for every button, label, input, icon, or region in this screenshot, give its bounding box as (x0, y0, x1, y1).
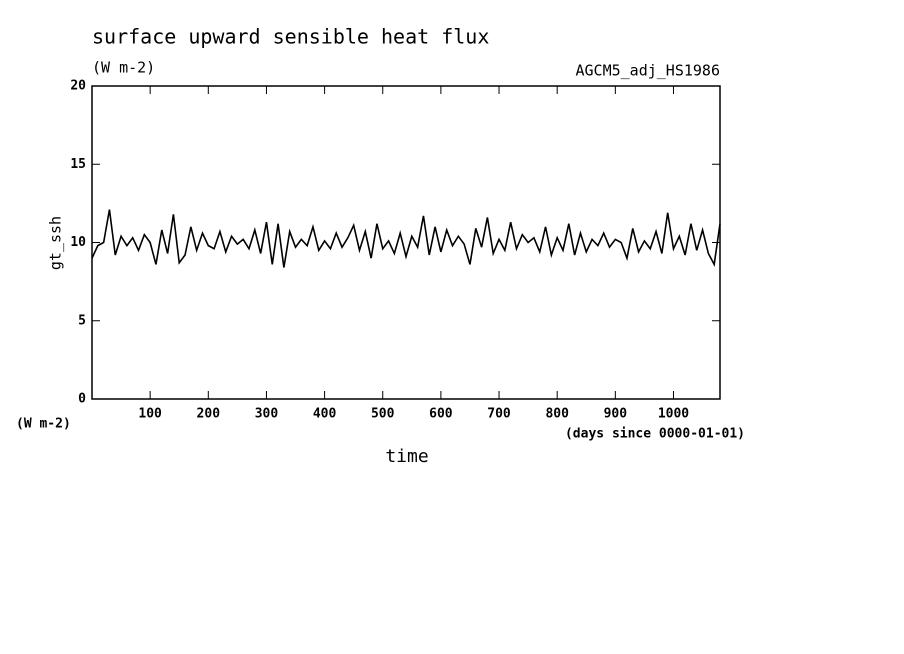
x-tick-label: 700 (487, 407, 511, 422)
x-tick-label: 600 (429, 407, 453, 422)
x-tick-label: 400 (313, 407, 337, 422)
data-line (91, 209, 721, 268)
x-tick-label: 300 (255, 407, 279, 422)
x-tick-label: 800 (545, 407, 569, 422)
y-tick-label: 5 (78, 313, 86, 328)
y-unit: (W m-2) (16, 417, 71, 432)
annotation: AGCM5_adj_HS1986 (576, 62, 721, 80)
y-tick-label: 20 (70, 79, 86, 94)
x-tick-label: 200 (197, 407, 221, 422)
y-tick-label: 15 (70, 157, 86, 172)
x-tick-label: 100 (138, 407, 162, 422)
subtitle: (W m-2) (92, 59, 155, 77)
x-tick-label: 500 (371, 407, 395, 422)
x-tick-label: 900 (604, 407, 628, 422)
x-unit: (days since 0000-01-01) (565, 427, 745, 442)
x-tick-label: 1000 (658, 407, 689, 422)
y-tick-label: 10 (70, 235, 86, 250)
y-axis-label: gt_ssh (47, 216, 65, 270)
x-axis-label: time (385, 446, 428, 467)
chart-title: surface upward sensible heat flux (92, 25, 489, 49)
y-tick-label: 0 (78, 392, 86, 407)
